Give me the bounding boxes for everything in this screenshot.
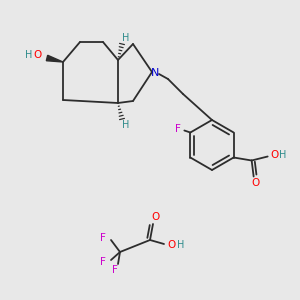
Text: F: F	[112, 265, 118, 275]
Text: O: O	[271, 149, 279, 160]
Text: H: H	[25, 50, 33, 60]
Text: H: H	[122, 33, 130, 43]
Text: H: H	[279, 149, 286, 160]
Text: O: O	[251, 178, 260, 188]
Text: O: O	[152, 212, 160, 222]
Text: F: F	[100, 257, 106, 267]
Text: H: H	[122, 120, 130, 130]
Text: F: F	[176, 124, 181, 134]
Text: N: N	[151, 68, 159, 78]
Text: O: O	[34, 50, 42, 60]
Text: F: F	[100, 233, 106, 243]
Text: O: O	[168, 240, 176, 250]
Polygon shape	[46, 55, 63, 62]
Text: H: H	[177, 240, 185, 250]
